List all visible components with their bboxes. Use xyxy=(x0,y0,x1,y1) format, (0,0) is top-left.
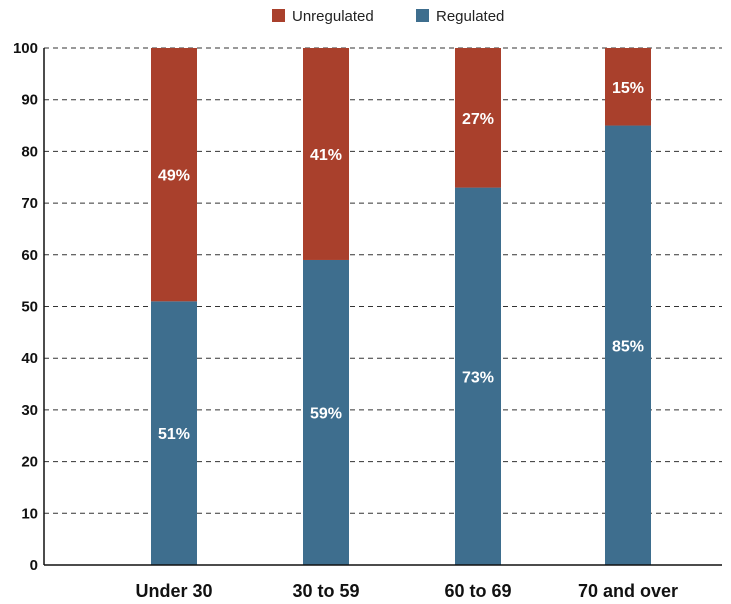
data-label-regulated: 51% xyxy=(158,426,190,443)
data-label-regulated: 59% xyxy=(310,405,342,422)
legend-swatch-regulated xyxy=(416,9,429,22)
y-tick-label: 70 xyxy=(21,195,38,212)
x-tick-label: 70 and over xyxy=(578,581,678,601)
bar-unregulated-1 xyxy=(303,48,349,260)
data-label-unregulated: 15% xyxy=(612,80,644,97)
bar-regulated-2 xyxy=(455,187,501,565)
bars xyxy=(151,48,651,566)
bar-regulated-1 xyxy=(303,259,349,565)
y-axis: 0 10 20 30 40 50 60 70 80 90 100 xyxy=(13,40,722,574)
y-tick-label: 20 xyxy=(21,454,38,471)
x-tick-label: 30 to 59 xyxy=(292,581,359,601)
legend-label-regulated: Regulated xyxy=(436,8,504,25)
legend: Unregulated Regulated xyxy=(272,8,504,25)
y-tick-label: 80 xyxy=(21,143,38,160)
data-label-regulated: 73% xyxy=(462,369,494,386)
y-tick-label: 50 xyxy=(21,299,38,316)
y-tick-label: 100 xyxy=(13,40,38,57)
bar-unregulated-3 xyxy=(605,48,651,126)
bar-unregulated-0 xyxy=(151,48,197,302)
x-axis: Under 30 30 to 59 60 to 69 70 and over xyxy=(135,581,678,601)
legend-swatch-unregulated xyxy=(272,9,285,22)
bar-regulated-0 xyxy=(151,301,197,565)
x-tick-label: 60 to 69 xyxy=(444,581,511,601)
x-tick-label: Under 30 xyxy=(135,581,212,601)
data-label-unregulated: 49% xyxy=(158,168,190,185)
y-tick-label: 60 xyxy=(21,247,38,264)
y-tick-label: 90 xyxy=(21,92,38,109)
data-label-regulated: 85% xyxy=(612,338,644,355)
value-labels: 51% 49% 59% 41% 73% 27% 85% 15% xyxy=(158,80,644,443)
bar-regulated-3 xyxy=(605,125,651,566)
y-tick-label: 10 xyxy=(21,505,38,522)
y-tick-label: 0 xyxy=(30,557,38,574)
legend-label-unregulated: Unregulated xyxy=(292,8,374,25)
y-tick-label: 30 xyxy=(21,402,38,419)
data-label-unregulated: 41% xyxy=(310,147,342,164)
bar-unregulated-2 xyxy=(455,48,501,188)
y-tick-label: 40 xyxy=(21,350,38,367)
data-label-unregulated: 27% xyxy=(462,111,494,128)
